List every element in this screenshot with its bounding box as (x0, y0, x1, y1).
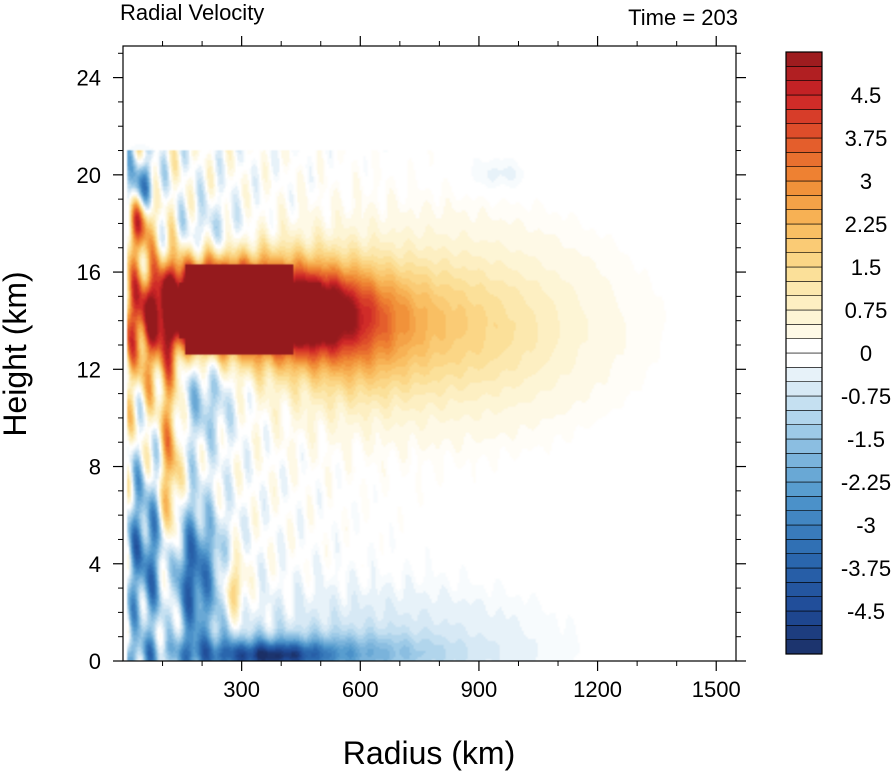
colorbar-swatch (785, 66, 823, 81)
colorbar-swatch (785, 410, 823, 425)
colorbar-label: 0 (860, 341, 872, 366)
y-tick-label: 20 (77, 163, 101, 188)
colorbar-swatch (785, 338, 823, 354)
colorbar-swatch (785, 539, 823, 554)
colorbar-swatch (785, 281, 823, 296)
colorbar-label: -2.25 (841, 470, 891, 495)
colorbar-swatch (785, 381, 823, 397)
colorbar-label: -1.5 (847, 427, 885, 452)
x-tick-label: 1200 (573, 677, 622, 702)
y-tick-label: 12 (77, 357, 101, 382)
chart-title-left: Radial Velocity (120, 0, 264, 25)
colorbar-swatch (785, 510, 823, 526)
colorbar-swatch (785, 94, 823, 110)
heatmap-field (123, 46, 736, 661)
colorbar-swatch (785, 367, 823, 382)
colorbar-frame (785, 51, 823, 655)
colorbar-label: 4.5 (851, 83, 882, 108)
x-tick-label: 300 (223, 677, 260, 702)
chart-title-right: Time = 203 (628, 5, 738, 30)
colorbar-swatch (785, 137, 823, 153)
colorbar-label: 3 (860, 169, 872, 194)
y-tick-label: 0 (89, 649, 101, 674)
colorbar-swatch (785, 109, 823, 124)
colorbar-swatch (785, 238, 823, 253)
colorbar-swatch (785, 453, 823, 468)
colorbar-swatch (785, 596, 823, 612)
colorbar-label: 2.25 (845, 212, 888, 237)
colorbar-swatch (785, 424, 823, 440)
colorbar-swatch (785, 209, 823, 225)
colorbar-swatch (785, 51, 823, 67)
colorbar-swatch (785, 481, 823, 497)
y-tick-label: 8 (89, 455, 101, 480)
y-axis-label: Height (km) (0, 271, 33, 436)
colorbar-swatch (785, 252, 823, 268)
y-tick-label: 24 (77, 66, 101, 91)
colorbar-swatch (785, 395, 823, 411)
colorbar-swatch (785, 639, 823, 655)
colorbar-label: -0.75 (841, 384, 891, 409)
colorbar-label: -3.75 (841, 556, 891, 581)
colorbar-swatch (785, 438, 823, 454)
colorbar-swatch (785, 567, 823, 583)
y-tick-label: 4 (89, 552, 101, 577)
colorbar-label: 1.5 (851, 255, 882, 280)
colorbar-swatch (785, 625, 823, 640)
plot-area (122, 45, 737, 662)
x-tick-label: 900 (461, 677, 498, 702)
colorbar-label: -3 (856, 513, 876, 538)
x-tick-label: 600 (342, 677, 379, 702)
colorbar: 4.5 3.75 3 2.25 1.5 0.75 0 -0.75 -1.5 -2.25 -3 -3.7… (785, 51, 891, 655)
colorbar-swatch (785, 266, 823, 282)
colorbar-swatch (785, 152, 823, 167)
colorbar-swatch (785, 524, 823, 540)
colorbar-swatch (785, 467, 823, 483)
colorbar-swatch (785, 553, 823, 569)
colorbar-swatch (785, 352, 823, 368)
x-axis-label: Radius (km) (343, 735, 515, 771)
y-axis: 0 4 8 12 16 20 24 (77, 52, 746, 674)
colorbar-swatch (785, 80, 823, 96)
colorbar-swatch (785, 166, 823, 182)
plot-frame (122, 45, 737, 662)
colorbar-swatch (785, 610, 823, 626)
colorbar-swatch (785, 324, 823, 339)
x-tick-label: 1500 (692, 677, 741, 702)
colorbar-swatch (785, 295, 823, 311)
colorbar-swatch (785, 180, 823, 196)
x-axis: 300 600 900 1200 1500 (162, 36, 741, 702)
colorbar-swatch (785, 309, 823, 325)
colorbar-swatch (785, 223, 823, 239)
colorbar-swatch (785, 496, 823, 511)
y-tick-label: 16 (77, 260, 101, 285)
colorbar-swatch (785, 582, 823, 597)
colorbar-label: -4.5 (847, 599, 885, 624)
colorbar-swatch (785, 123, 823, 139)
colorbar-swatch (785, 195, 823, 210)
colorbar-label: 0.75 (845, 298, 888, 323)
colorbar-label: 3.75 (845, 126, 888, 151)
